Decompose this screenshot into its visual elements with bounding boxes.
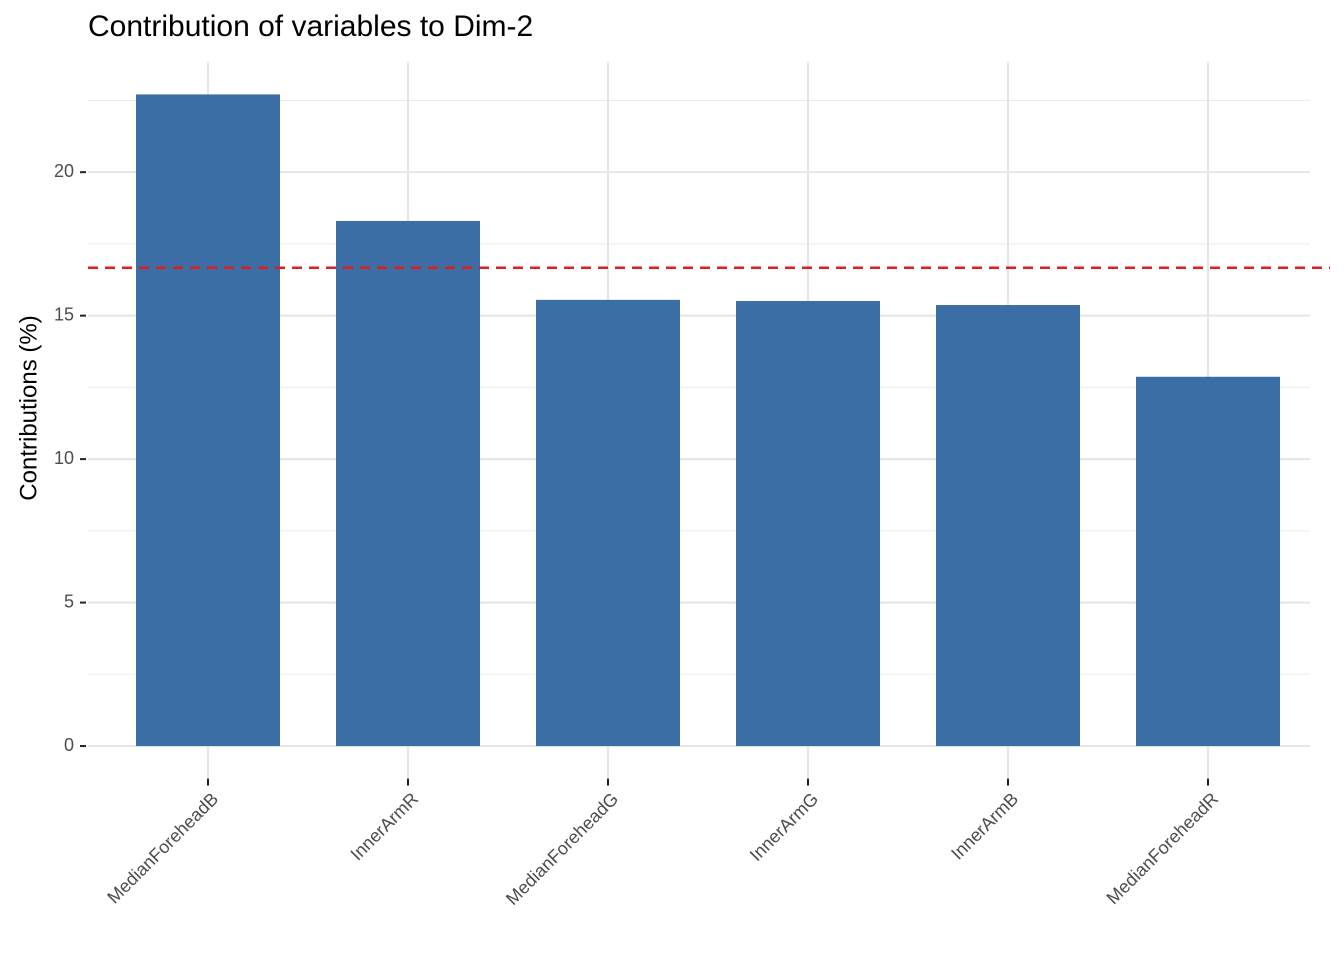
y-tick-label: 5: [64, 591, 74, 611]
bar: [1136, 376, 1280, 747]
y-tick-label: 20: [54, 161, 74, 181]
chart-title: Contribution of variables to Dim-2: [88, 10, 533, 43]
x-tick-label: InnerArmB: [947, 789, 1022, 864]
bar: [736, 301, 880, 747]
bar: [536, 299, 680, 747]
y-tick-label: 0: [64, 735, 74, 755]
y-tick-label: 10: [54, 448, 74, 468]
bar: [336, 220, 480, 747]
x-tick-label: MedianForeheadB: [103, 789, 222, 908]
bar: [136, 94, 280, 747]
x-tick-label: InnerArmR: [347, 789, 423, 865]
y-tick-label: 15: [54, 304, 74, 324]
x-tick-label: MedianForeheadR: [1103, 789, 1223, 909]
bar: [936, 305, 1080, 747]
x-tick-label: InnerArmG: [746, 789, 822, 865]
y-axis-title: Contributions (%): [15, 315, 42, 500]
x-tick-label: MedianForeheadG: [502, 789, 622, 909]
